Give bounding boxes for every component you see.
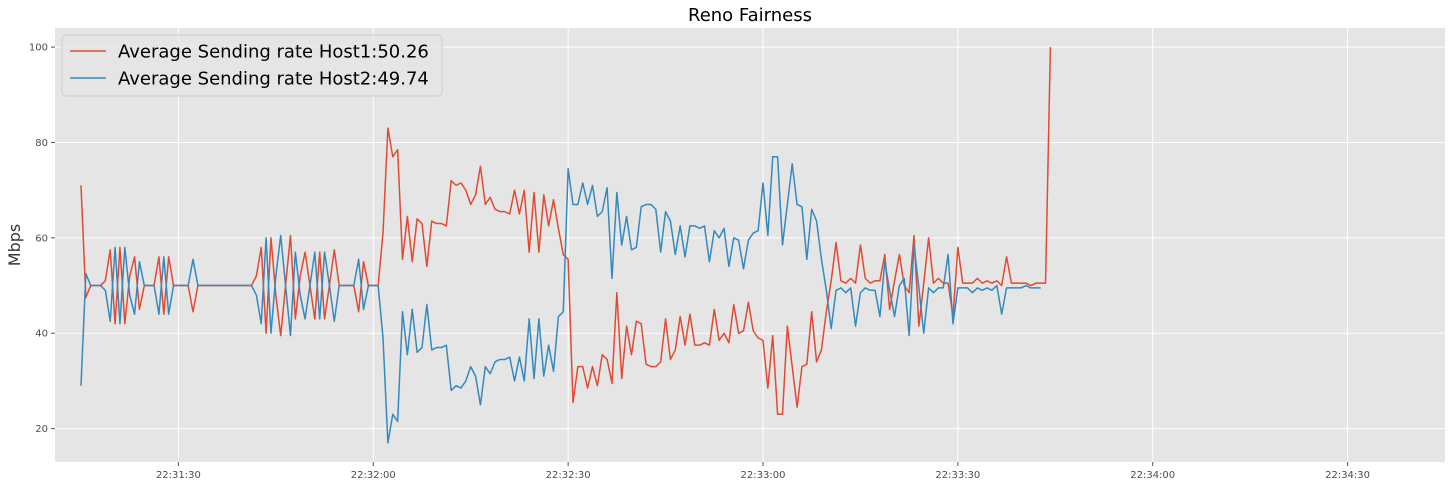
- x-tick-label: 22:33:00: [741, 470, 786, 481]
- x-tick-label: 22:32:30: [546, 470, 591, 481]
- y-tick-label: 60: [35, 233, 48, 244]
- legend-items: Average Sending rate Host1:50.26 Average …: [70, 42, 429, 90]
- series-layer: [80, 47, 1052, 444]
- plot-area: [55, 28, 1445, 462]
- legend: Average Sending rate Host1:50.26 Average …: [61, 34, 443, 97]
- chart-title: Reno Fairness: [688, 5, 812, 26]
- x-axis-ticks: 22:31:30 22:32:00 22:32:30 22:33:00 22:33:30…: [156, 462, 1370, 481]
- x-tick-label: 22:32:00: [351, 470, 396, 481]
- y-tick-label: 100: [29, 43, 48, 54]
- series-line-host2: [80, 156, 1041, 444]
- x-tick-label: 22:33:30: [935, 470, 980, 481]
- y-axis-label: Mbps: [5, 224, 24, 266]
- y-tick-label: 40: [35, 329, 48, 340]
- y-tick-label: 20: [35, 424, 48, 435]
- x-tick-label: 22:34:30: [1325, 470, 1370, 481]
- y-tick-label: 80: [35, 138, 48, 149]
- legend-label-host1: Average Sending rate Host1:50.26: [118, 42, 429, 63]
- y-axis-ticks: 20 40 60 80 100: [29, 43, 55, 435]
- x-tick-label: 22:34:00: [1130, 470, 1175, 481]
- legend-box: [61, 34, 443, 97]
- x-tick-label: 22:31:30: [156, 470, 201, 481]
- legend-label-host2: Average Sending rate Host2:49.74: [118, 69, 429, 90]
